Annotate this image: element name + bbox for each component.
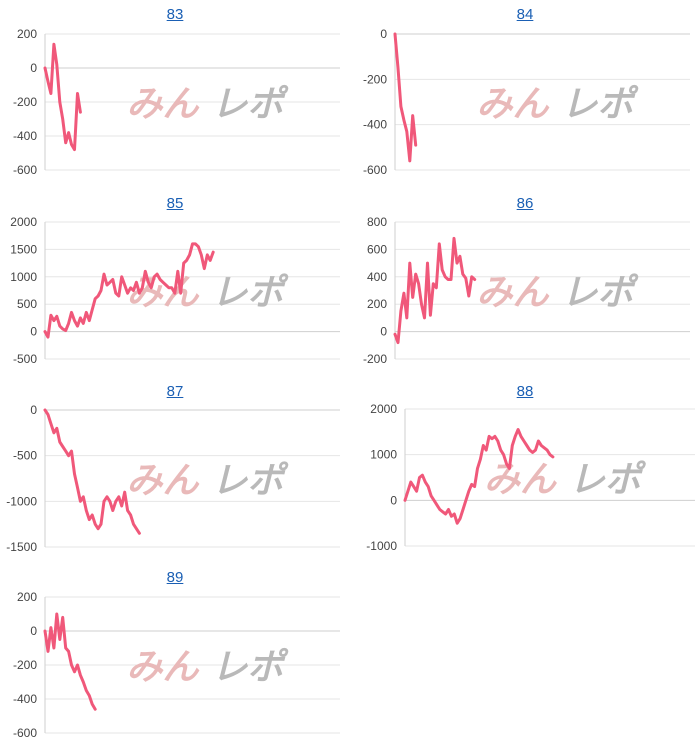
watermark-logo-part1: みん [126,272,199,313]
y-tick-label: 200 [17,27,37,41]
series-line [393,236,477,345]
y-tick-label: 1500 [10,242,37,256]
watermark-logo-part1: みん [484,459,557,500]
y-tick-label: 0 [30,624,37,638]
series-line [43,242,215,339]
plot-84: 0 -200 -400 -600 みん レポ [363,27,690,177]
chart-title-85[interactable]: 85 [166,195,184,212]
chart-title-88[interactable]: 88 [516,383,534,400]
series-line [393,32,418,163]
chart-86: 86 800 600 400 200 0 -200 みん レポ [350,187,700,375]
watermark-logo-part2: レポ [211,646,289,687]
chart-title-89[interactable]: 89 [166,569,184,586]
series-line [43,408,141,535]
watermark-logo-part2: レポ [211,460,289,501]
y-tick-label: 600 [367,242,387,256]
y-tick-label: 0 [390,493,397,507]
y-tick-label: 2000 [370,402,397,416]
chart-89: 89 200 0 -200 -400 -600 みん レポ [0,563,350,750]
watermark-logo-part1: みん [126,460,199,501]
chart-title-83[interactable]: 83 [166,6,184,23]
y-tick-label: -500 [13,449,37,463]
y-tick-label: -600 [363,163,387,177]
series-line [403,428,555,525]
chart-title-87[interactable]: 87 [166,383,184,400]
y-tick-label: 2000 [10,215,37,229]
chart-83: 83 200 0 -200 -400 -600 みん レポ [0,0,350,187]
y-tick-label: -200 [13,95,37,109]
y-tick-label: 800 [367,215,387,229]
y-tick-label: -400 [13,692,37,706]
y-tick-label: -200 [363,72,387,86]
y-tick-label: 400 [367,270,387,284]
chart-84: 84 0 -200 -400 -600 みん レポ [350,0,700,187]
watermark-logo-part2: レポ [211,272,289,313]
watermark-logo-part1: みん [126,83,199,124]
y-tick-label: -600 [13,726,37,740]
y-tick-label: 200 [17,590,37,604]
plot-88: 2000 1000 0 -1000 みん レポ [366,402,695,553]
y-tick-label: -200 [13,658,37,672]
chart-title-84[interactable]: 84 [516,6,534,23]
watermark-logo-part2: レポ [211,83,289,124]
y-tick-label: 1000 [10,270,37,284]
series-line [43,42,82,152]
y-tick-label: 500 [17,297,37,311]
y-tick-label: -200 [363,352,387,366]
y-tick-label: -400 [363,118,387,132]
series-line [43,612,97,711]
y-tick-label: 0 [30,325,37,339]
plot-89: 200 0 -200 -400 -600 みん レポ [13,590,340,740]
y-tick-label: 0 [380,27,387,41]
y-tick-label: -400 [13,129,37,143]
y-tick-label: -1000 [6,494,37,508]
y-tick-label: 1000 [370,448,397,462]
chart-87: 87 0 -500 -1000 -1500 みん レポ [0,375,350,563]
y-tick-label: -500 [13,352,37,366]
chart-85: 85 2000 1500 1000 500 0 -500 みん レポ [0,187,350,375]
watermark-logo-part1: みん [126,646,199,687]
plot-87: 0 -500 -1000 -1500 みん レポ [6,403,340,554]
plot-83: 200 0 -200 -400 -600 みん レポ [13,27,340,177]
plot-86: 800 600 400 200 0 -200 みん レポ [363,215,690,366]
y-tick-label: -1000 [366,539,397,553]
chart-title-86[interactable]: 86 [516,195,534,212]
y-tick-label: 0 [380,325,387,339]
plot-85: 2000 1500 1000 500 0 -500 みん レポ [10,215,340,366]
watermark-logo-part2: レポ [561,83,639,124]
watermark-logo-part2: レポ [569,459,647,500]
y-tick-label: 0 [30,61,37,75]
y-tick-label: 0 [30,403,37,417]
watermark-logo-part1: みん [476,272,549,313]
y-tick-label: -600 [13,163,37,177]
y-tick-label: 200 [367,297,387,311]
watermark-logo-part1: みん [476,83,549,124]
watermark-logo-part2: レポ [561,272,639,313]
chart-88: 88 2000 1000 0 -1000 みん レポ [350,375,700,563]
y-tick-label: -1500 [6,540,37,554]
